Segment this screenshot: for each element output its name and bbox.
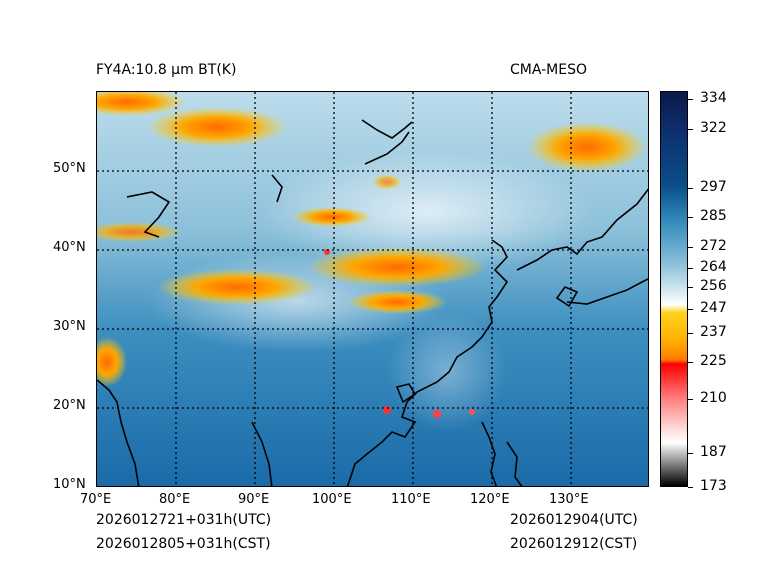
- satellite-map: [96, 91, 649, 487]
- colorbar-tick: [688, 362, 693, 364]
- y-tick-50n: 50°N: [53, 161, 86, 176]
- colorbar-tick: [688, 487, 693, 488]
- cloud-cold-top: [527, 122, 647, 172]
- cloud-cold-top: [307, 247, 487, 287]
- colorbar-tick: [688, 128, 693, 130]
- cloud-cold-top: [147, 107, 287, 147]
- colorbar-label: 285: [700, 207, 727, 224]
- x-tick-70e: 70°E: [80, 492, 112, 507]
- colorbar-tick: [688, 308, 693, 310]
- model-name: CMA-MESO: [510, 62, 588, 78]
- cloud-cold-top: [97, 92, 187, 116]
- x-tick-90e: 90°E: [238, 492, 270, 507]
- colorbar-label: 237: [700, 324, 727, 341]
- colorbar-tick: [688, 188, 693, 190]
- colorbar-tick: [688, 247, 693, 249]
- cloud-cold-top: [157, 269, 317, 305]
- colorbar-label: 225: [700, 353, 727, 370]
- colorbar-label: 297: [700, 179, 727, 196]
- init-time-cst: 2026012805+031h(CST): [96, 536, 271, 552]
- cloud-cold-top: [347, 290, 447, 314]
- cloud-cold-top: [372, 174, 402, 190]
- y-tick-10n: 10°N: [53, 477, 86, 492]
- init-time-utc: 2026012721+031h(UTC): [96, 512, 272, 528]
- map-canvas: [97, 92, 648, 486]
- cloud-cold-top: [292, 207, 372, 227]
- convective-spot: [383, 406, 391, 414]
- colorbar: [660, 91, 688, 487]
- y-tick-20n: 20°N: [53, 398, 86, 413]
- valid-time-utc: 2026012904(UTC): [510, 512, 638, 528]
- colorbar-tick: [688, 399, 693, 401]
- colorbar-label: 264: [700, 259, 727, 275]
- y-tick-40n: 40°N: [53, 240, 86, 255]
- cloud-band-south: [387, 312, 507, 432]
- x-tick-130e: 130°E: [549, 492, 589, 507]
- colorbar-label: 187: [700, 444, 727, 461]
- colorbar-tick: [688, 216, 693, 218]
- colorbar-label: 334: [700, 89, 727, 106]
- colorbar-label: 247: [700, 299, 727, 316]
- convective-spot: [469, 409, 475, 415]
- colorbar-tick: [688, 333, 693, 335]
- colorbar-label: 173: [700, 478, 727, 494]
- x-tick-100e: 100°E: [312, 492, 352, 507]
- colorbar-tick: [688, 98, 693, 100]
- y-tick-30n: 30°N: [53, 319, 86, 334]
- convective-spot: [433, 410, 441, 418]
- colorbar-label: 322: [700, 119, 727, 136]
- colorbar-label: 272: [700, 238, 727, 255]
- valid-time-cst: 2026012912(CST): [510, 536, 638, 552]
- colorbar-label: 210: [700, 390, 727, 407]
- cloud-band-north: [257, 152, 597, 272]
- cloud-cold-top: [97, 222, 182, 242]
- x-tick-110e: 110°E: [391, 492, 431, 507]
- x-tick-120e: 120°E: [470, 492, 510, 507]
- colorbar-tick: [688, 268, 693, 269]
- map-title: FY4A:10.8 µm BT(K): [96, 62, 237, 78]
- colorbar-label: 256: [700, 278, 727, 295]
- colorbar-tick: [688, 453, 693, 455]
- cloud-cold-top: [97, 337, 127, 387]
- coastlines: [97, 119, 648, 486]
- graticule: [97, 92, 648, 486]
- colorbar-gradient: [661, 92, 687, 486]
- x-tick-80e: 80°E: [159, 492, 191, 507]
- colorbar-tick: [688, 287, 693, 289]
